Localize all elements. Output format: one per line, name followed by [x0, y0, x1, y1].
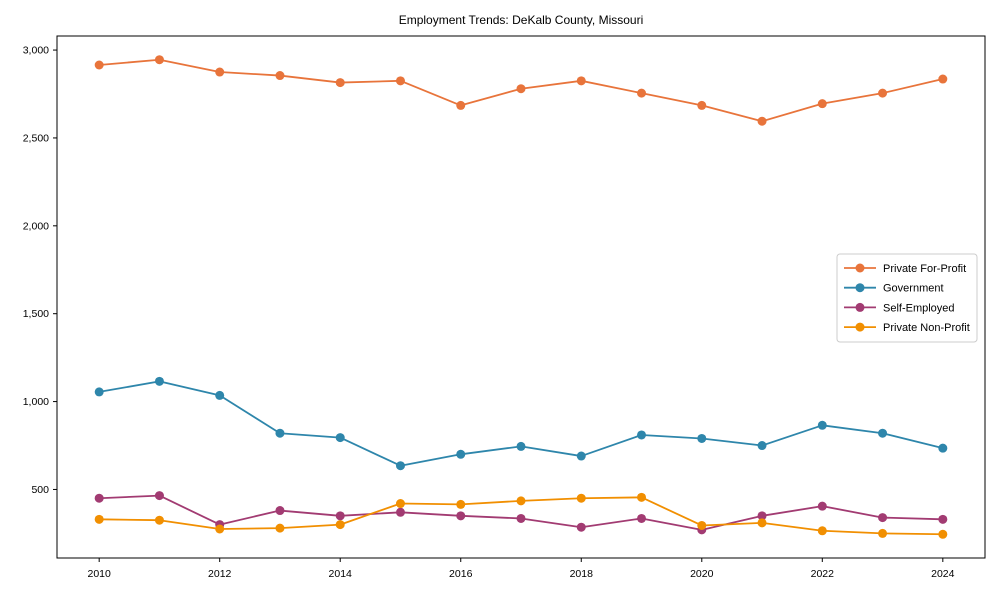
x-tick-label: 2022 — [811, 568, 835, 580]
marker-private-non-profit-2018 — [576, 493, 586, 503]
legend-label: Government — [883, 283, 944, 295]
x-tick-label: 2016 — [449, 568, 473, 580]
marker-government-2018 — [576, 451, 586, 461]
marker-government-2013 — [275, 428, 285, 438]
marker-government-2015 — [395, 461, 405, 471]
marker-self-employed-2022 — [817, 501, 827, 511]
plot-spines — [56, 35, 986, 559]
legend-marker — [855, 283, 865, 293]
marker-private-for-profit-2013 — [275, 71, 285, 81]
marker-private-non-profit-2016 — [456, 499, 466, 509]
marker-private-for-profit-2012 — [215, 67, 225, 77]
marker-government-2023 — [878, 428, 888, 438]
marker-government-2022 — [817, 420, 827, 430]
marker-self-employed-2011 — [154, 491, 164, 501]
marker-self-employed-2017 — [516, 513, 526, 523]
marker-self-employed-2018 — [576, 522, 586, 532]
y-tick-label: 1,500 — [23, 308, 49, 320]
x-axis: 2010 2012 2014 2016 2018 2020 2022 2024 — [88, 558, 955, 580]
marker-private-non-profit-2015 — [395, 499, 405, 509]
legend-label: Private For-Profit — [883, 263, 966, 275]
marker-government-2024 — [938, 443, 948, 453]
marker-private-non-profit-2014 — [335, 520, 345, 530]
x-tick-label: 2018 — [570, 568, 594, 580]
x-tick-label: 2012 — [208, 568, 232, 580]
chart-title: Employment Trends: DeKalb County, Missou… — [399, 13, 644, 27]
y-tick-label: 2,000 — [23, 220, 49, 232]
x-tick-label: 2024 — [931, 568, 955, 580]
marker-government-2010 — [94, 387, 104, 397]
legend-marker — [855, 263, 865, 273]
marker-self-employed-2019 — [637, 513, 647, 523]
legend-box — [836, 253, 978, 343]
marker-government-2014 — [335, 433, 345, 443]
marker-private-non-profit-2021 — [757, 518, 767, 528]
marker-private-for-profit-2017 — [516, 84, 526, 94]
marker-self-employed-2016 — [456, 511, 466, 521]
legend-marker — [855, 322, 865, 332]
marker-self-employed-2021 — [757, 511, 767, 521]
y-tick-label: 500 — [31, 484, 49, 496]
marker-self-employed-2013 — [275, 506, 285, 516]
marker-private-for-profit-2018 — [576, 76, 586, 86]
marker-private-non-profit-2010 — [94, 514, 104, 524]
line-government — [99, 380, 944, 467]
legend-item-private-for-profit: Private For-Profit — [844, 263, 966, 275]
series-private-for-profit — [94, 55, 948, 126]
marker-private-for-profit-2010 — [94, 60, 104, 70]
marker-private-for-profit-2015 — [395, 76, 405, 86]
x-tick-label: 2014 — [329, 568, 353, 580]
marker-private-for-profit-2021 — [757, 116, 767, 126]
marker-private-non-profit-2022 — [817, 526, 827, 536]
marker-private-for-profit-2011 — [154, 55, 164, 65]
legend: Private For-Profit Government Self-Employe… — [836, 253, 978, 343]
marker-self-employed-2024 — [938, 514, 948, 524]
legend-item-government: Government — [844, 283, 944, 295]
y-tick-label: 3,000 — [23, 45, 49, 57]
marker-private-non-profit-2020 — [697, 520, 707, 530]
series-lines — [94, 55, 948, 539]
marker-private-for-profit-2020 — [697, 100, 707, 110]
marker-private-non-profit-2012 — [215, 524, 225, 534]
marker-government-2020 — [697, 433, 707, 443]
marker-government-2016 — [456, 449, 466, 459]
marker-private-non-profit-2013 — [275, 523, 285, 533]
series-self-employed — [94, 491, 948, 535]
marker-self-employed-2015 — [395, 507, 405, 517]
marker-private-non-profit-2023 — [878, 528, 888, 538]
marker-government-2017 — [516, 441, 526, 451]
legend-label: Private Non-Profit — [883, 322, 970, 334]
legend-label: Self-Employed — [883, 302, 955, 314]
x-tick-label: 2020 — [690, 568, 714, 580]
marker-private-for-profit-2023 — [878, 88, 888, 98]
marker-private-non-profit-2017 — [516, 496, 526, 506]
marker-private-for-profit-2014 — [335, 78, 345, 88]
y-axis: 500 1,000 1,500 2,000 2,500 3,000 — [23, 45, 57, 496]
marker-private-for-profit-2022 — [817, 99, 827, 109]
legend-marker — [855, 302, 865, 312]
y-tick-label: 1,000 — [23, 396, 49, 408]
marker-self-employed-2010 — [94, 493, 104, 503]
marker-government-2019 — [637, 430, 647, 440]
plot-border — [56, 35, 986, 559]
series-private-non-profit — [94, 492, 948, 539]
legend-item-self-employed: Self-Employed — [844, 302, 955, 314]
legend-item-private-non-profit: Private Non-Profit — [844, 322, 970, 334]
marker-private-non-profit-2024 — [938, 529, 948, 539]
marker-private-for-profit-2016 — [456, 100, 466, 110]
marker-private-for-profit-2024 — [938, 74, 948, 84]
y-tick-label: 2,500 — [23, 132, 49, 144]
marker-government-2011 — [154, 376, 164, 386]
marker-private-non-profit-2011 — [154, 515, 164, 525]
marker-private-for-profit-2019 — [637, 88, 647, 98]
marker-government-2021 — [757, 441, 767, 451]
x-tick-label: 2010 — [88, 568, 112, 580]
marker-private-non-profit-2019 — [637, 492, 647, 502]
series-government — [94, 376, 948, 471]
marker-self-employed-2014 — [335, 511, 345, 521]
marker-self-employed-2023 — [878, 513, 888, 523]
marker-government-2012 — [215, 390, 225, 400]
